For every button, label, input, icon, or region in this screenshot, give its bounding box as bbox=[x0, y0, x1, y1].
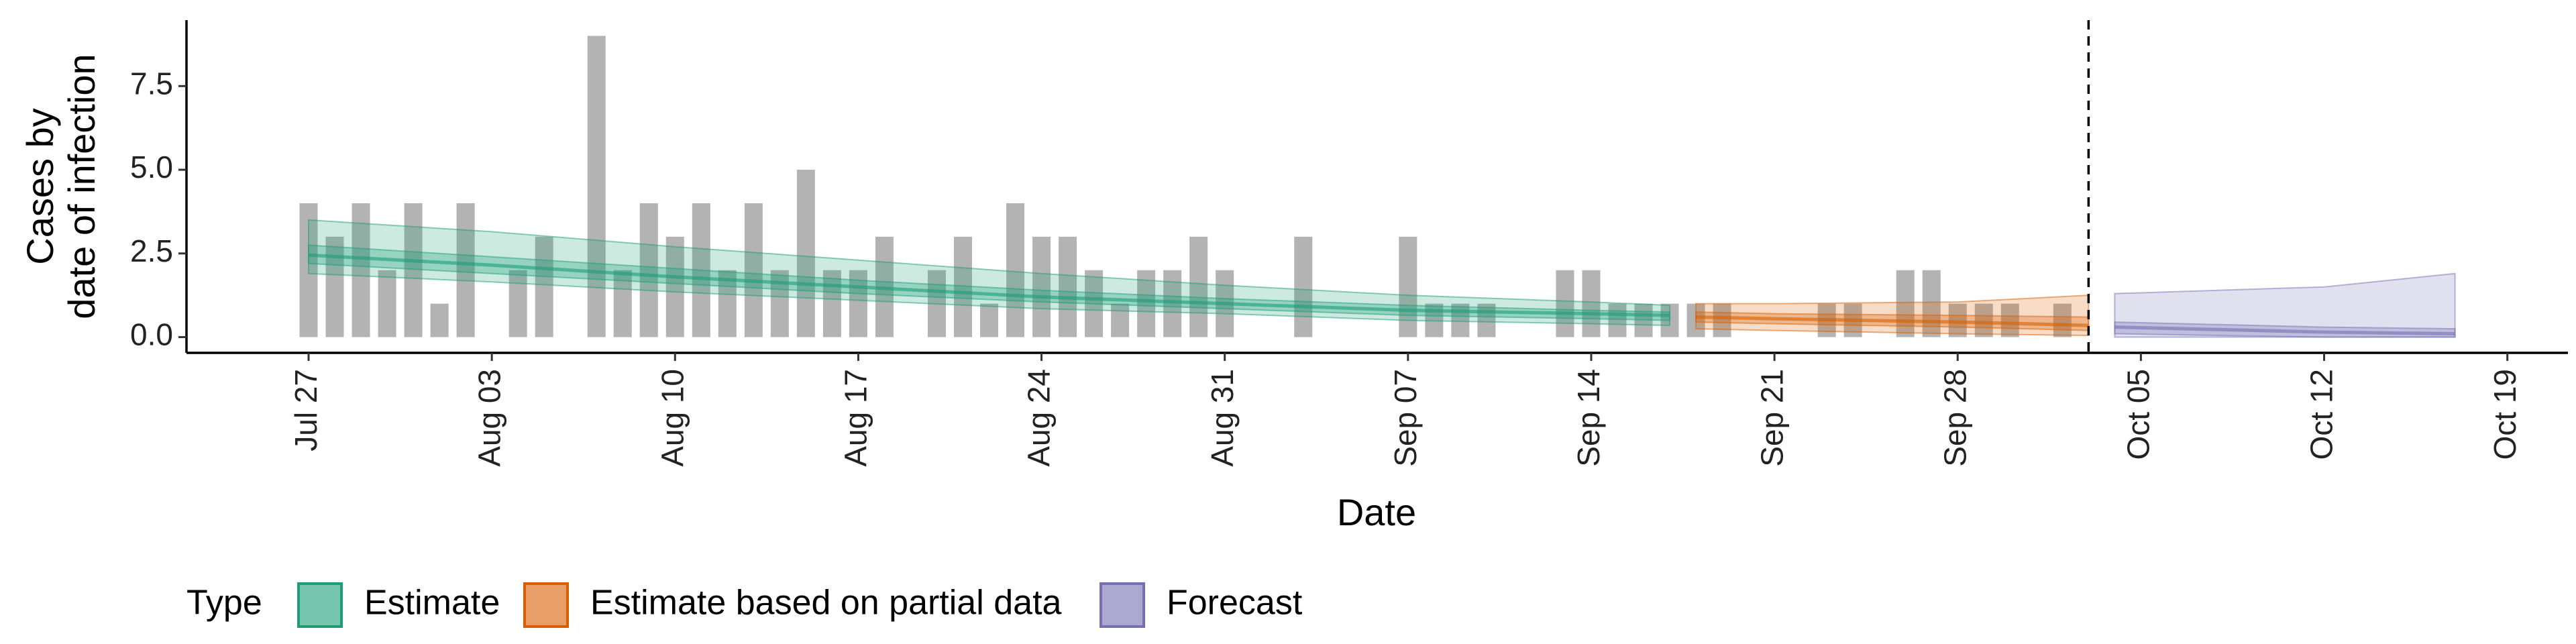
x-tick-label: Aug 03 bbox=[472, 369, 506, 467]
bar bbox=[508, 270, 527, 337]
x-tick-label: Oct 12 bbox=[2304, 369, 2339, 460]
legend-key bbox=[523, 582, 569, 628]
legend-label: Estimate bbox=[364, 584, 500, 623]
bar bbox=[2000, 303, 2019, 337]
bar bbox=[849, 270, 867, 337]
bar bbox=[1451, 303, 1470, 337]
bar bbox=[1111, 303, 1130, 337]
ribbon-90 bbox=[308, 219, 1671, 327]
bar bbox=[980, 303, 999, 337]
bar bbox=[1582, 270, 1601, 337]
x-tick-label: Oct 19 bbox=[2487, 369, 2522, 460]
bar bbox=[1974, 303, 1993, 337]
x-tick-label: Aug 10 bbox=[655, 369, 690, 467]
median-line bbox=[2114, 325, 2455, 336]
y-axis-title: date of infection bbox=[60, 54, 103, 319]
x-axis-title: Date bbox=[1337, 491, 1416, 533]
y-axis-title: Cases by bbox=[19, 108, 61, 264]
x-tick-label: Jul 27 bbox=[288, 369, 323, 451]
bar bbox=[639, 203, 658, 337]
x-tick-label: Sep 14 bbox=[1571, 369, 1606, 467]
bar bbox=[665, 236, 684, 337]
bar bbox=[1608, 303, 1627, 337]
bar bbox=[1294, 236, 1313, 337]
y-tick-label: 0.0 bbox=[130, 317, 173, 352]
bar bbox=[1032, 236, 1051, 337]
bar bbox=[430, 303, 449, 337]
x-tick-label: Sep 28 bbox=[1937, 369, 1972, 467]
bar bbox=[1477, 303, 1496, 337]
bar bbox=[587, 36, 606, 337]
x-tick-label: Oct 05 bbox=[2121, 369, 2156, 460]
bar bbox=[535, 236, 553, 337]
y-tick-label: 2.5 bbox=[130, 233, 173, 268]
x-tick-label: Sep 07 bbox=[1388, 369, 1423, 467]
bar bbox=[378, 270, 396, 337]
bar bbox=[1713, 303, 1731, 337]
bar bbox=[1399, 236, 1417, 337]
x-tick-label: Aug 24 bbox=[1022, 369, 1057, 467]
x-tick-label: Sep 21 bbox=[1754, 369, 1789, 467]
bar bbox=[325, 236, 344, 337]
bar bbox=[796, 170, 815, 337]
legend-label: Forecast bbox=[1167, 584, 1303, 623]
bar bbox=[1189, 236, 1208, 337]
x-tick-label: Aug 31 bbox=[1205, 369, 1240, 467]
bar bbox=[1006, 203, 1025, 337]
y-tick-label: 7.5 bbox=[130, 66, 173, 101]
median-line bbox=[308, 253, 1670, 317]
legend-title: Type bbox=[186, 584, 262, 623]
bar bbox=[822, 270, 841, 337]
median-line bbox=[1696, 315, 2089, 327]
bar bbox=[744, 203, 763, 337]
y-tick-label: 5.0 bbox=[130, 150, 173, 184]
bar bbox=[1137, 270, 1156, 337]
legend-key bbox=[297, 582, 343, 628]
bar bbox=[352, 203, 370, 337]
bar bbox=[1556, 270, 1574, 337]
legend-key bbox=[1099, 582, 1145, 628]
legend-label: Estimate based on partial data bbox=[590, 584, 1062, 623]
bar bbox=[1059, 236, 1077, 337]
x-tick-label: Aug 17 bbox=[839, 369, 873, 467]
bar bbox=[456, 203, 475, 337]
bar bbox=[2053, 303, 2072, 337]
